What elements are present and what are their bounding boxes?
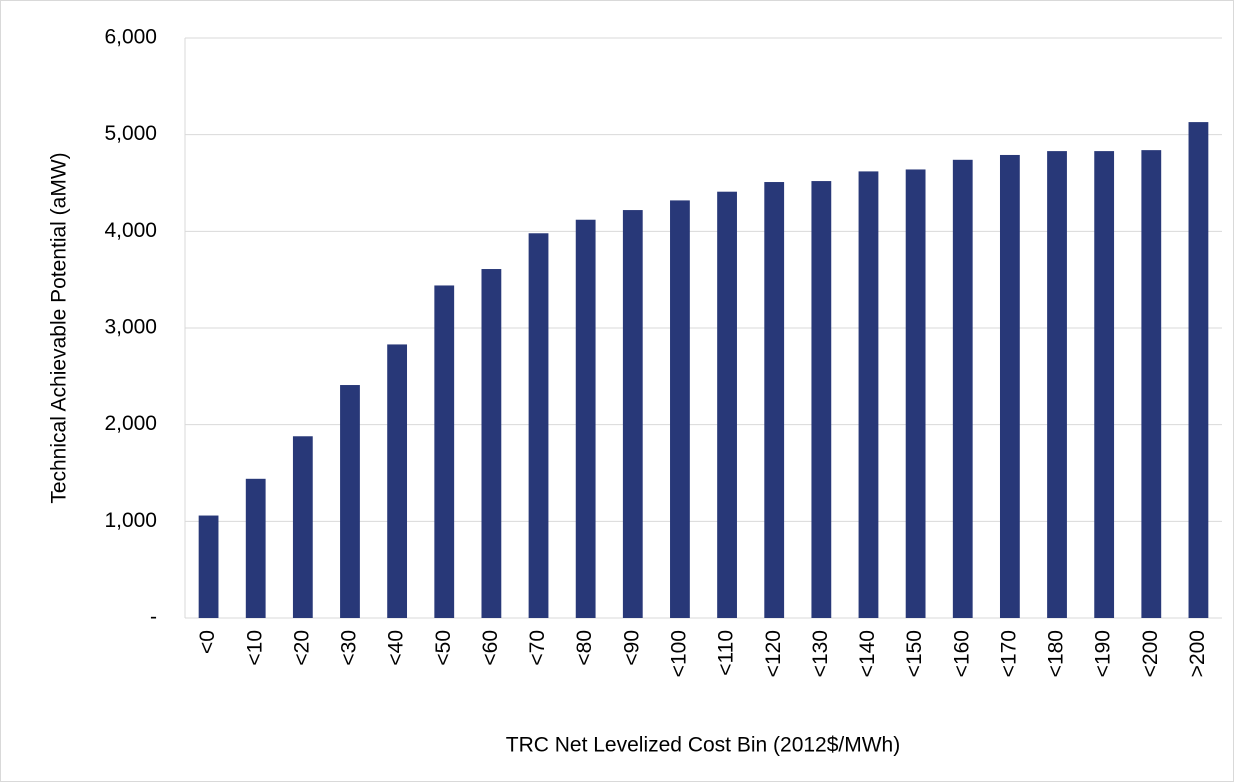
- y-tick-label: 2,000: [104, 412, 157, 435]
- x-tick-label: <120: [762, 630, 785, 677]
- bar: [858, 171, 879, 618]
- bar: [292, 436, 313, 618]
- x-tick-label: <150: [903, 630, 926, 677]
- y-tick-label: 1,000: [104, 509, 157, 532]
- bar: [340, 385, 360, 618]
- x-tick-label: <130: [809, 630, 832, 677]
- x-tick-label: <70: [526, 630, 549, 666]
- bar: [764, 182, 785, 619]
- bar: [575, 219, 596, 618]
- bar: [434, 285, 455, 618]
- x-tick-label: <170: [997, 630, 1020, 677]
- bar: [1094, 151, 1115, 618]
- x-tick-label: <10: [243, 630, 266, 666]
- y-tick-label: 3,000: [104, 316, 157, 339]
- x-tick-label: <40: [385, 630, 408, 666]
- x-tick-label: <200: [1139, 630, 1162, 677]
- x-tick-label: <60: [479, 630, 502, 666]
- x-tick-label: <140: [856, 630, 879, 677]
- x-tick-label: <50: [432, 630, 455, 666]
- bar: [245, 478, 266, 618]
- bar: [481, 269, 502, 618]
- x-tick-label: <0: [196, 630, 219, 654]
- x-tick-label: <180: [1045, 630, 1068, 677]
- bar: [952, 159, 973, 619]
- x-tick-label: >200: [1186, 630, 1209, 677]
- bar: [1141, 150, 1162, 618]
- x-tick-label: <90: [620, 630, 643, 666]
- x-tick-label: <160: [950, 630, 973, 677]
- x-tick-label: <100: [667, 630, 690, 677]
- x-tick-label: <190: [1092, 630, 1115, 677]
- bar: [717, 191, 737, 618]
- bar: [1047, 151, 1067, 618]
- y-tick-label: 5,000: [104, 122, 157, 145]
- bar: [670, 200, 690, 618]
- y-tick-label: 6,000: [104, 26, 157, 49]
- x-axis-title: TRC Net Levelized Cost Bin (2012$/MWh): [506, 734, 900, 757]
- x-tick-label: <30: [338, 630, 361, 666]
- bar: [999, 154, 1020, 618]
- bar: [387, 344, 408, 618]
- y-tick-label: 4,000: [104, 219, 157, 242]
- y-tick-label: -: [150, 606, 157, 629]
- bar: [528, 233, 549, 618]
- x-tick-label: <80: [573, 630, 596, 666]
- bar: [198, 515, 219, 618]
- bar: [1188, 122, 1209, 618]
- x-tick-label: <20: [290, 630, 313, 666]
- bar: [905, 169, 926, 618]
- bar: [622, 210, 643, 619]
- bar: [811, 181, 832, 619]
- x-tick-label: <110: [715, 630, 738, 676]
- y-axis-title: Technical Achievable Potential (aMW): [48, 152, 71, 503]
